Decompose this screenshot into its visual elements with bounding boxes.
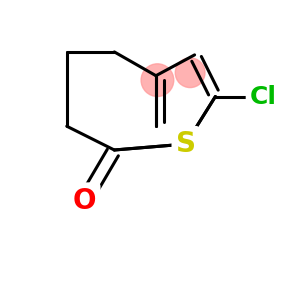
Text: O: O: [73, 187, 96, 214]
Circle shape: [141, 64, 174, 97]
Circle shape: [175, 58, 205, 88]
Text: Cl: Cl: [249, 85, 276, 109]
Text: S: S: [176, 130, 196, 158]
